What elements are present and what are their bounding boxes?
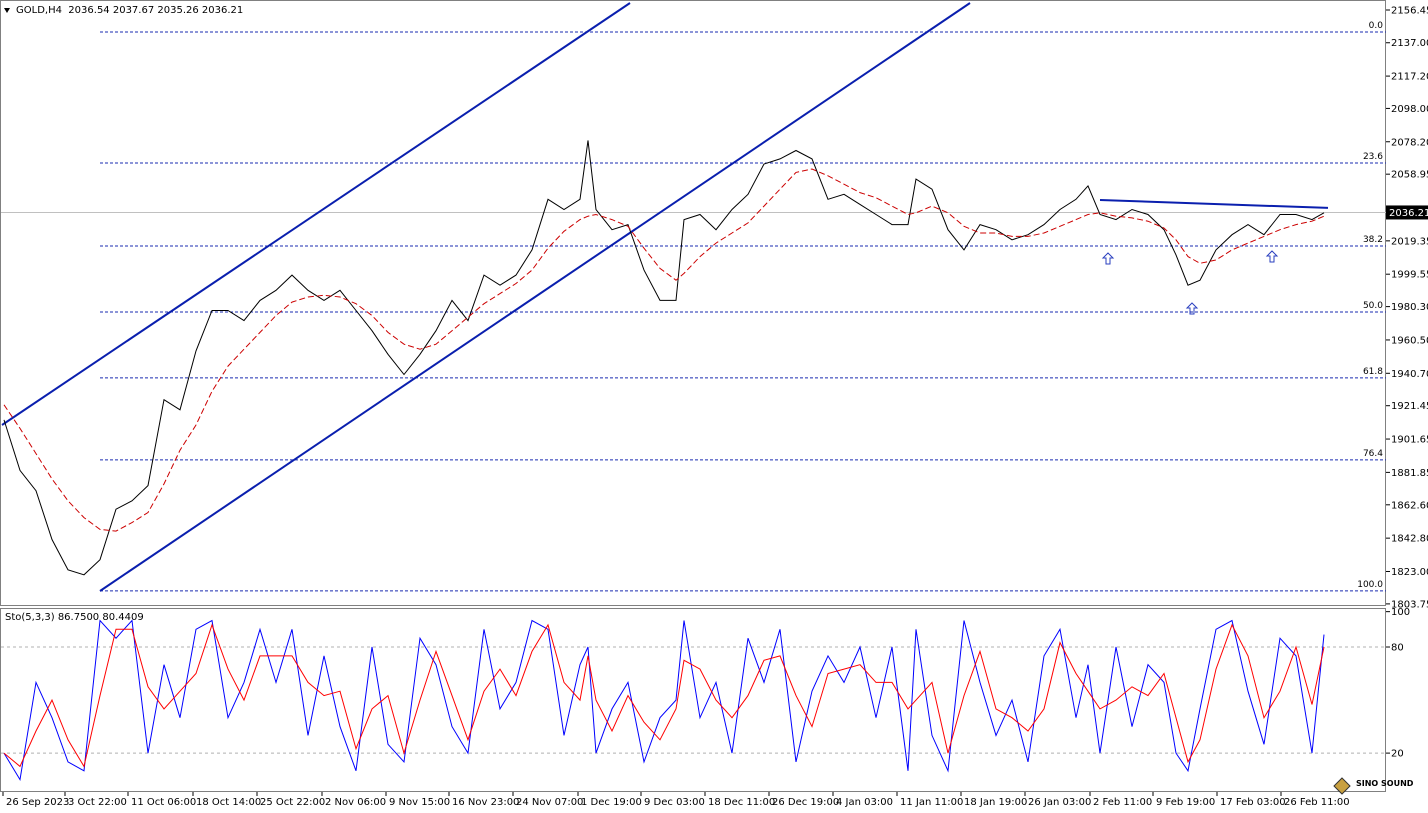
x-tick-label: 18 Jan 19:00 [964,797,1027,808]
y-tick-label: 2098.00 [1391,104,1428,115]
x-tick-label: 3 Oct 22:00 [68,797,127,808]
watermark: SINO SOUND [1356,779,1414,788]
x-tick-label: 16 Nov 23:00 [452,797,519,808]
pane-title: Sto(5,3,3) 86.7500 80.4409 [5,612,144,623]
x-tick-label: 18 Oct 14:00 [196,797,261,808]
x-tick-label: 25 Oct 22:00 [260,797,325,808]
trendline [1,2,631,426]
trendline [1099,199,1329,209]
x-tick-label: 26 Sep 2023 [6,797,69,808]
menu-triangle[interactable] [4,8,10,13]
x-tick-label: 11 Jan 11:00 [900,797,963,808]
fib-label: 38.2 [1363,235,1383,245]
y-tick-label: 1842.80 [1391,534,1428,545]
y-tick-label: 1881.85 [1391,468,1428,479]
y-tick-label: 2058.95 [1391,170,1428,181]
y-tick-label: 1901.65 [1391,435,1428,446]
y-tick-label: 2156.45 [1391,5,1428,16]
x-tick-label: 26 Feb 11:00 [1284,797,1350,808]
x-tick-label: 2 Feb 11:00 [1093,797,1152,808]
y-tick-label: 1960.50 [1391,335,1428,346]
x-tick-label: 26 Jan 03:00 [1028,797,1091,808]
x-tick-label: 17 Feb 03:00 [1220,797,1286,808]
x-tick-label: 26 Dec 19:00 [772,797,839,808]
series-line [3,619,1325,782]
x-tick-label: 24 Nov 07:00 [516,797,583,808]
x-tick-label: 4 Jan 03:00 [836,797,893,808]
fib-label: 23.6 [1363,152,1383,162]
y-tick-label: 1999.55 [1391,270,1428,281]
series-line [3,623,1325,768]
x-tick-label: 9 Feb 19:00 [1156,797,1215,808]
series-line [3,140,1325,576]
y-tick-label: 2117.20 [1391,72,1428,83]
series-line [3,168,1325,532]
oscillator-pane-border [0,608,1386,792]
last-price-label: 2036.21 [1389,208,1428,219]
x-tick-label: 18 Dec 11:00 [708,797,775,808]
pane-title: GOLD,H4 2036.54 2037.67 2035.26 2036.21 [16,5,243,16]
y-tick-label: 2078.20 [1391,137,1428,148]
y-tick-label: 1940.70 [1391,369,1428,380]
up-arrow [1185,302,1199,315]
up-arrow [1101,252,1115,265]
trendline [99,2,971,592]
x-tick-label: 11 Oct 06:00 [131,797,196,808]
y-tick-label: 80 [1391,643,1404,654]
arrows [1101,250,1279,315]
y-tick-label: 20 [1391,749,1404,760]
x-tick-label: 2 Nov 06:00 [325,797,386,808]
y-tick-label: 2019.35 [1391,236,1428,247]
fib-label: 50.0 [1363,301,1383,311]
y-tick-label: 2137.00 [1391,38,1428,49]
watermark-logo [1333,777,1351,795]
fib-label: 0.0 [1369,21,1384,31]
price-pane-border [0,0,1386,606]
x-tick-label: 9 Nov 15:00 [389,797,450,808]
y-tick-label: 1803.75 [1391,599,1428,610]
x-tick-label: 1 Dec 19:00 [581,797,642,808]
y-tick-label: 1980.30 [1391,302,1428,313]
fib-label: 61.8 [1363,367,1383,377]
y-tick-label: 1823.00 [1391,567,1428,578]
fib-label: 76.4 [1363,449,1383,459]
last-price-box [1386,205,1428,220]
x-tick-label: 9 Dec 03:00 [644,797,705,808]
y-tick-label: 100 [1391,607,1410,618]
up-arrow [1265,250,1279,263]
fib-label: 100.0 [1357,580,1383,590]
y-tick-label: 1921.45 [1391,401,1428,412]
y-tick-label: 1862.60 [1391,500,1428,511]
